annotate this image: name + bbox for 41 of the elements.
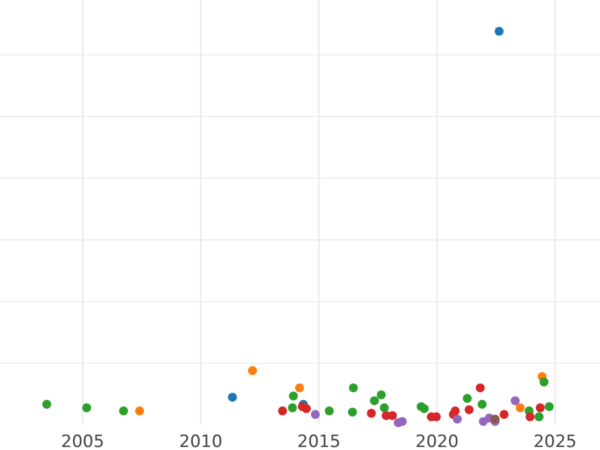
point xyxy=(540,377,549,386)
point xyxy=(248,366,258,376)
point xyxy=(228,392,237,402)
point xyxy=(510,396,520,406)
point xyxy=(478,400,487,409)
point xyxy=(526,412,535,422)
point xyxy=(398,416,407,426)
x-tick-label: 2010 xyxy=(179,432,222,450)
x-tick-label: 2005 xyxy=(61,432,104,450)
point xyxy=(135,406,144,416)
point xyxy=(324,406,334,416)
point xyxy=(370,396,379,406)
point xyxy=(534,412,544,422)
point xyxy=(348,408,357,417)
point xyxy=(494,26,504,36)
x-tick-label: 2025 xyxy=(533,432,577,450)
point xyxy=(82,403,92,412)
point xyxy=(452,414,462,424)
point xyxy=(288,392,298,401)
point xyxy=(462,394,472,403)
point xyxy=(348,383,358,392)
point xyxy=(310,410,320,419)
point xyxy=(366,408,376,418)
point xyxy=(278,406,288,416)
point xyxy=(376,390,386,400)
x-tick-label: 2020 xyxy=(415,432,459,450)
point xyxy=(544,402,554,412)
x-tick-label: 2015 xyxy=(297,432,341,450)
point xyxy=(295,383,304,392)
point xyxy=(516,403,525,412)
point xyxy=(464,405,474,414)
point xyxy=(450,406,460,416)
point xyxy=(119,406,128,416)
point xyxy=(288,403,297,412)
point xyxy=(380,403,389,412)
point xyxy=(302,404,311,414)
point xyxy=(536,403,545,412)
point xyxy=(42,400,52,409)
point xyxy=(476,383,485,392)
point xyxy=(500,410,509,419)
point xyxy=(420,404,429,414)
